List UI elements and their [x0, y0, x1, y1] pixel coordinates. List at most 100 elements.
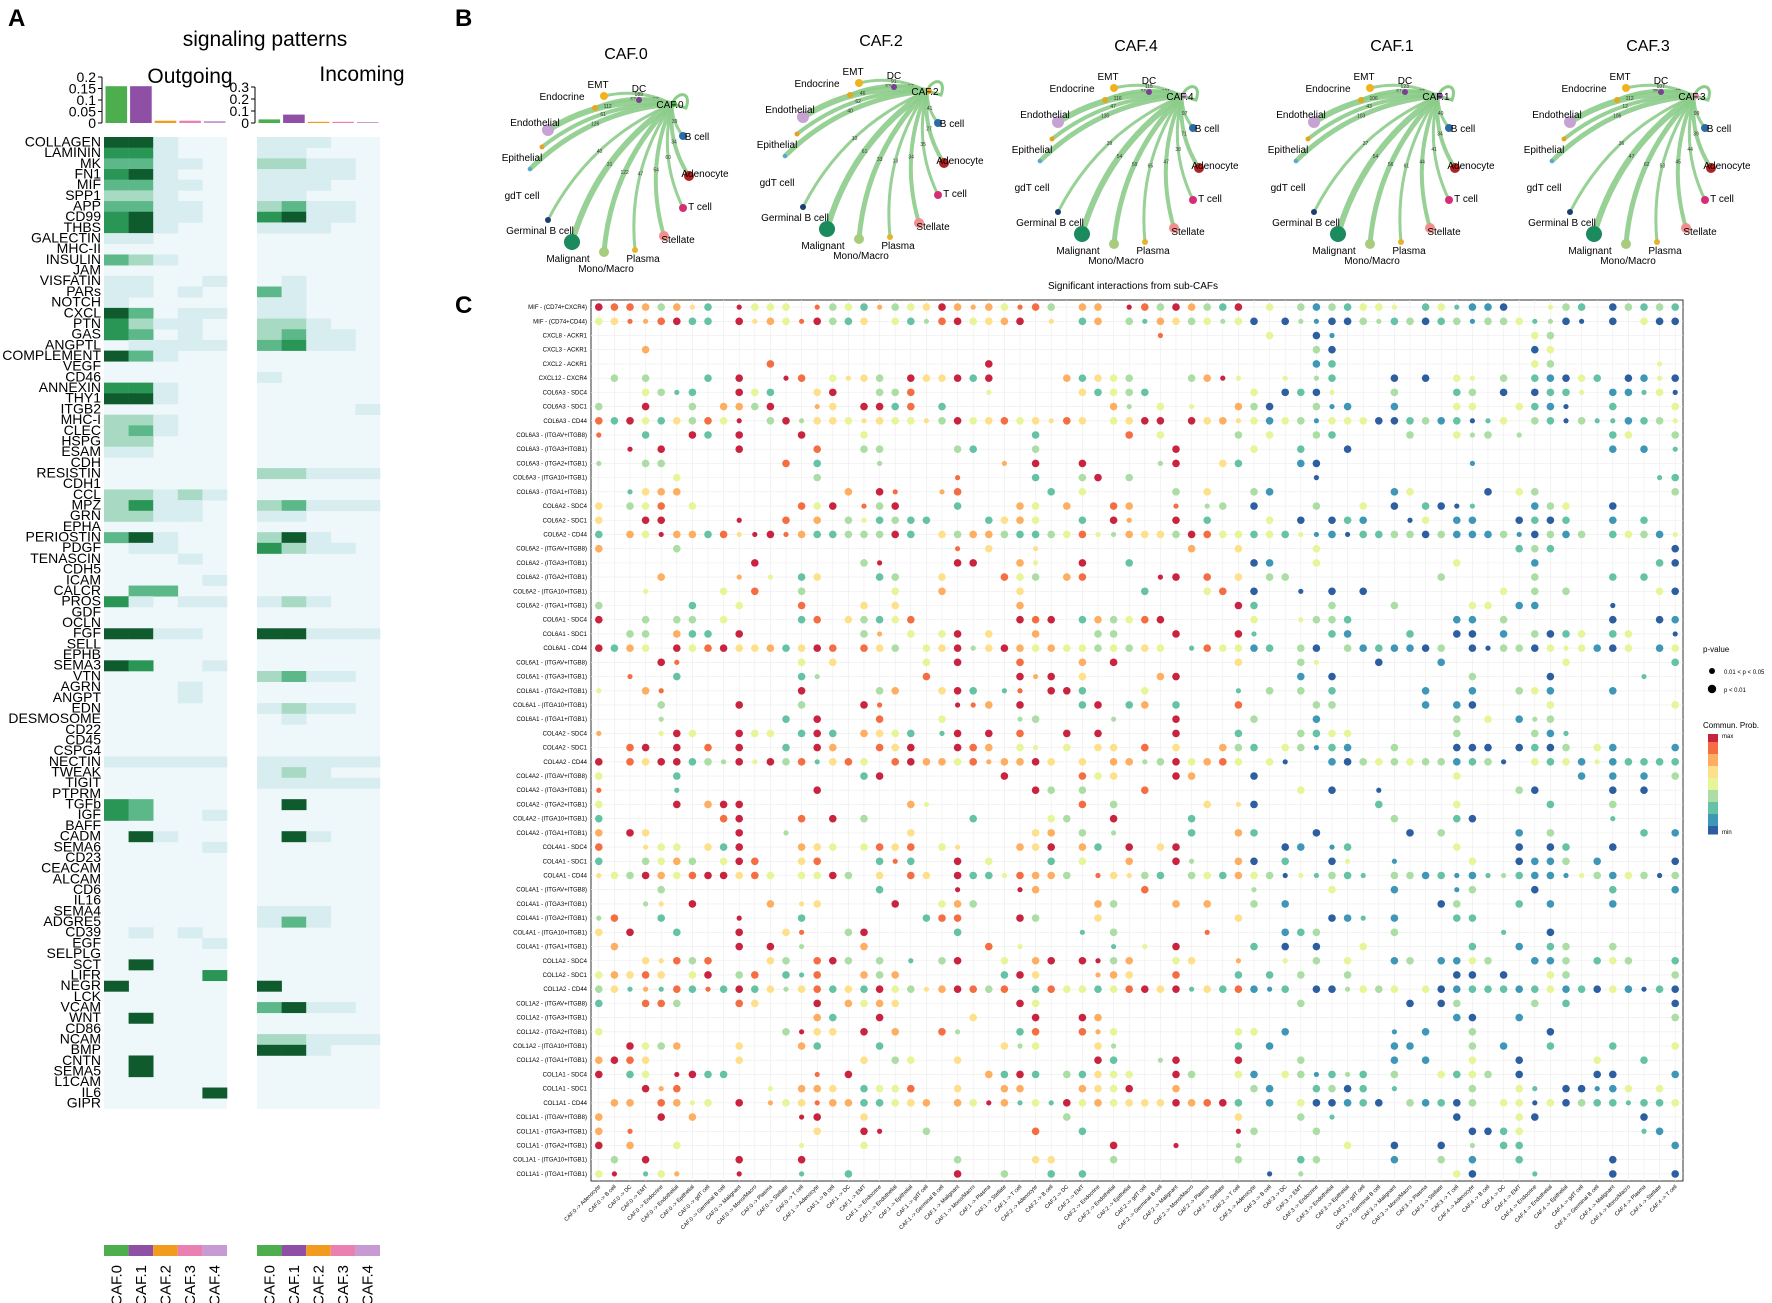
dot: [751, 857, 759, 866]
dot: [1265, 686, 1274, 695]
dot: [891, 502, 899, 510]
dot: [1406, 758, 1414, 766]
heatmap-cell: [104, 414, 129, 426]
dot: [1609, 431, 1617, 439]
dot: [704, 956, 712, 965]
heatmap-cell: [202, 1087, 228, 1099]
dot: [1469, 418, 1475, 424]
dot: [751, 985, 759, 993]
dot: [1000, 1042, 1009, 1050]
dot: [907, 416, 915, 425]
dot: [1078, 615, 1087, 624]
dot: [1469, 503, 1475, 509]
edge-label: 47: [1110, 104, 1116, 110]
dot: [595, 1141, 603, 1150]
dot: [1298, 1171, 1304, 1177]
dot: [844, 928, 853, 937]
colorbar-segment: [1708, 776, 1718, 779]
edge-label: 53: [1660, 164, 1666, 170]
dot: [1001, 460, 1008, 467]
dot: [1359, 502, 1367, 510]
dot: [1390, 1042, 1399, 1050]
dot: [1453, 900, 1461, 908]
dot: [813, 644, 821, 652]
pathway-label-thy1: THY1: [65, 390, 101, 406]
dot: [1546, 871, 1555, 880]
dot: [1421, 303, 1430, 311]
dot: [829, 743, 837, 752]
dot: [595, 772, 603, 780]
dot: [688, 388, 697, 397]
dot: [1453, 772, 1461, 780]
node-label-endocrine: Endocrine: [794, 79, 839, 90]
node-dc: [1402, 89, 1408, 95]
node-malignant: [1586, 226, 1602, 242]
heatmap-cell: [104, 809, 129, 821]
colorbar-segment: [1708, 824, 1718, 827]
dot: [1047, 758, 1055, 766]
dot: [1297, 1099, 1305, 1107]
caf-label-caf-3: CAF.3: [335, 1265, 352, 1303]
dot: [797, 871, 806, 880]
dot: [782, 317, 790, 326]
source-node-caf-3: [1693, 93, 1699, 99]
dot: [797, 1084, 806, 1093]
dot: [1515, 686, 1523, 695]
dot: [829, 644, 837, 652]
bar-y-tick-label: 0.05: [69, 104, 96, 120]
dot: [1454, 872, 1460, 879]
dot: [969, 374, 977, 382]
node-label-malignant: Malignant: [801, 241, 845, 252]
heatmap-cell: [104, 510, 129, 522]
dot: [595, 928, 603, 937]
source-label-caf-1: CAF.1: [1422, 92, 1450, 103]
dot: [1312, 729, 1321, 738]
dot: [829, 374, 837, 382]
colorbar-segment: [1708, 744, 1718, 747]
pathway-label-pdgf: PDGF: [62, 539, 101, 555]
dot: [626, 416, 634, 425]
dot: [1624, 530, 1633, 539]
heatmap-cell: [306, 905, 332, 917]
heatmap-cell: [177, 628, 203, 640]
colorbar-segment: [1708, 734, 1718, 737]
dot: [1468, 615, 1477, 624]
dot: [643, 1171, 649, 1177]
colorbar-segment: [1708, 760, 1718, 763]
dot: [1016, 416, 1024, 425]
dot: [627, 986, 633, 992]
node-label-emt: EMT: [1353, 72, 1374, 83]
dot: [751, 644, 759, 652]
dot: [969, 814, 977, 823]
panel-a: signaling patterns Outgoing Incoming 0.2…: [2, 28, 404, 1303]
dot: [953, 928, 962, 937]
dot: [1156, 843, 1165, 851]
heatmap-cell: [281, 1044, 307, 1056]
heatmap-cell: [153, 339, 179, 351]
dot: [1391, 1029, 1397, 1035]
dot: [1282, 759, 1288, 765]
dot: [766, 360, 775, 368]
dot: [1515, 1084, 1523, 1093]
dot: [797, 431, 806, 439]
pvalue-legend-title: p-value: [1703, 645, 1730, 654]
dot: [783, 830, 789, 836]
dot: [1610, 602, 1616, 609]
dot: [1546, 331, 1555, 340]
pathway-label-icam: ICAM: [66, 571, 101, 587]
edge-label: 54: [1117, 154, 1123, 160]
dot: [1016, 601, 1024, 610]
heatmap-cell: [128, 169, 154, 181]
pathway-label-sema5: SEMA5: [54, 1063, 102, 1079]
dot: [1031, 914, 1040, 922]
dot: [641, 971, 650, 979]
dot: [1172, 857, 1180, 866]
dot: [1562, 587, 1570, 596]
dot: [813, 416, 821, 425]
dot: [1078, 701, 1087, 709]
dot: [1609, 615, 1617, 624]
node-adenocyte: [684, 171, 694, 181]
dot: [1048, 418, 1054, 424]
dot: [969, 416, 977, 425]
dot: [1624, 416, 1633, 425]
